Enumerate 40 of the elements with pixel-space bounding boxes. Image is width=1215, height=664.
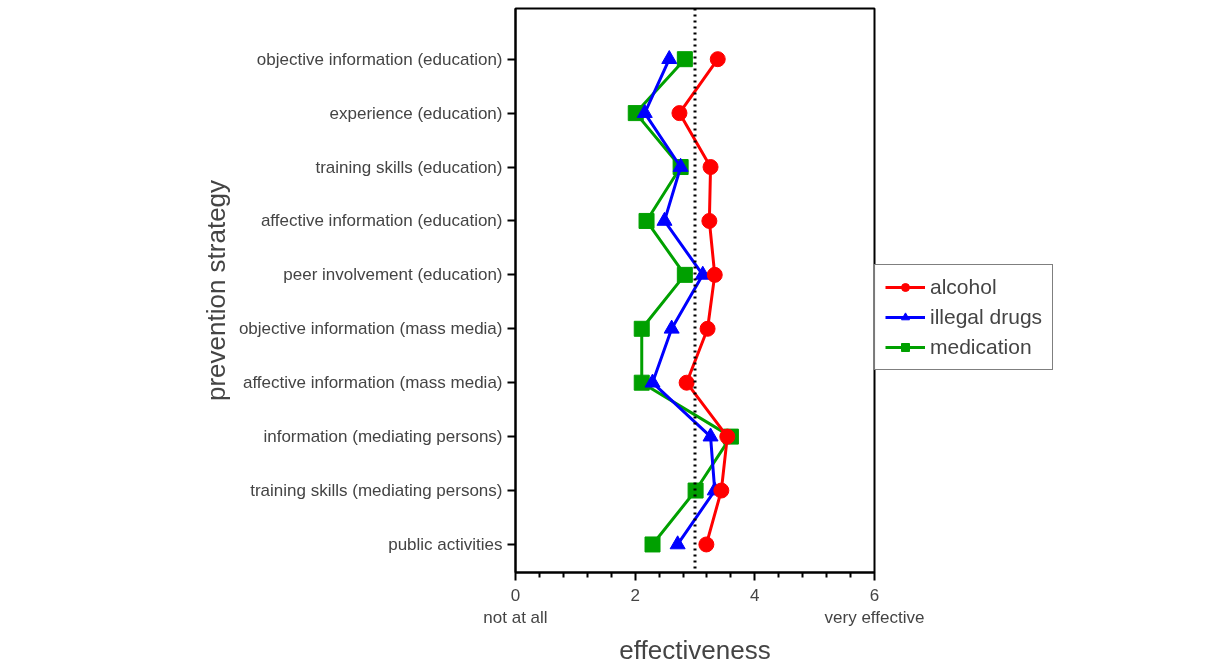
point: [676, 51, 693, 68]
legend-label: medication: [930, 335, 1032, 359]
point: [638, 212, 655, 229]
point: [702, 427, 719, 442]
y-tick-label: information (mediating persons): [263, 427, 503, 447]
y-tick-label: training skills (mediating persons): [250, 481, 503, 501]
point: [701, 212, 718, 229]
y-tick-label: objective information (mass media): [238, 319, 503, 339]
y-tick-label: affective information (education): [260, 211, 503, 231]
point: [713, 482, 730, 499]
point: [678, 374, 695, 391]
x-axis-title: effectiveness: [619, 635, 771, 664]
point: [669, 535, 686, 550]
y-tick-label: training skills (education): [315, 157, 503, 177]
point: [661, 50, 678, 65]
y-tick-label: affective information (mass media): [242, 373, 503, 393]
legend-label: illegal drugs: [930, 305, 1043, 329]
point: [687, 482, 704, 499]
y-tick-label: objective information (education): [256, 49, 503, 69]
point: [663, 319, 680, 334]
point: [709, 51, 726, 68]
legend-label: alcohol: [930, 275, 997, 299]
x-tick-label: 4: [750, 585, 760, 605]
point: [698, 536, 715, 553]
y-tick-label: experience (education): [329, 103, 503, 123]
point: [706, 266, 723, 283]
y-tick-label: peer involvement (education): [283, 265, 503, 285]
x-tick-label: 6 very effective: [824, 585, 925, 628]
x-tick-label: 0 not at all: [483, 585, 548, 628]
x-tick-label: 2: [630, 585, 640, 605]
y-tick-label: public activities: [388, 534, 503, 554]
point: [644, 373, 661, 388]
point: [676, 266, 693, 283]
y-axis-title: prevention strategy: [200, 179, 231, 402]
point: [694, 265, 711, 280]
point: [699, 320, 716, 337]
point: [633, 320, 650, 337]
point: [671, 105, 688, 122]
point: [702, 159, 719, 176]
point: [644, 536, 661, 553]
